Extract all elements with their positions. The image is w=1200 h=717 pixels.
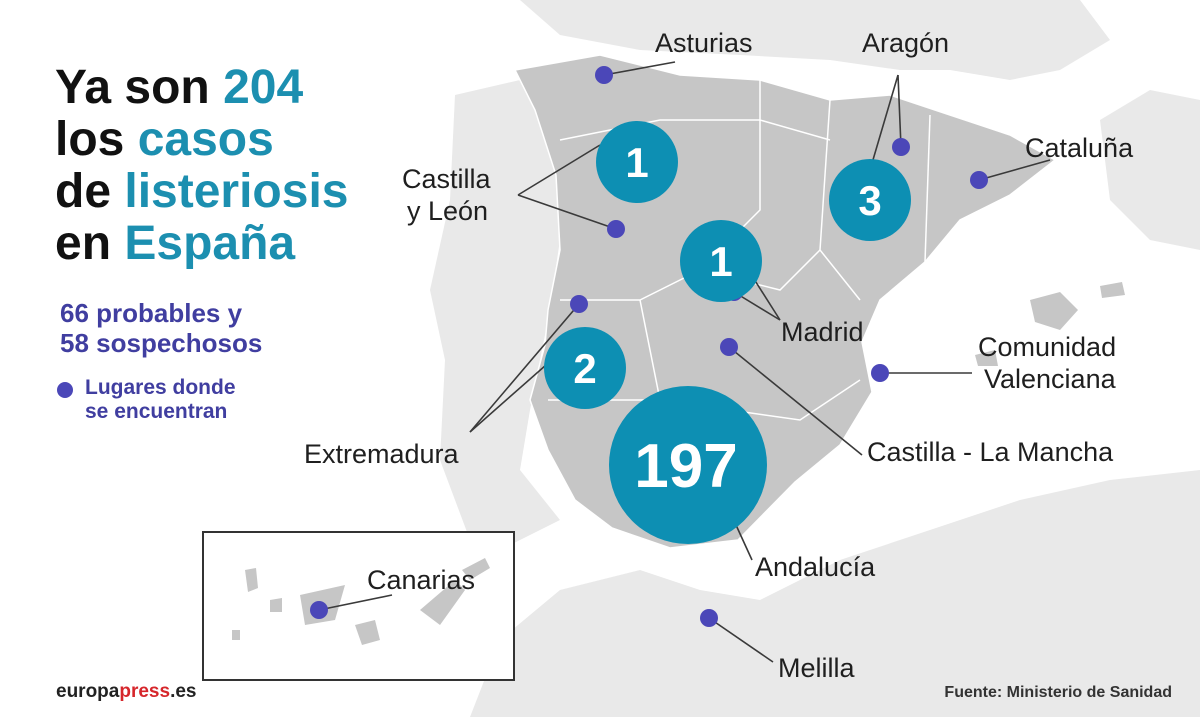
legend-line-2: se encuentran	[85, 400, 228, 423]
spain-peninsula	[513, 54, 1057, 549]
balearic-ibiza	[975, 350, 998, 366]
marker-aragon	[892, 138, 910, 156]
sardinia-land	[1100, 90, 1200, 250]
label-melilla: Melilla	[778, 653, 856, 683]
label-castilla-leon-line2: y León	[407, 196, 488, 226]
bubble-andalucia	[609, 386, 767, 544]
marker-comunidad-valenciana	[871, 364, 889, 382]
case-bubbles: 1 3 1 2 197	[544, 121, 911, 544]
brand-logo: europapress.es	[56, 681, 196, 703]
headline-text: en	[55, 217, 112, 270]
label-castilla-la-mancha: Castilla - La Mancha	[867, 437, 1114, 467]
north-africa-land	[470, 470, 1200, 717]
source-note: Fuente: Ministerio de Sanidad	[944, 684, 1172, 701]
bubble-aragon-value: 3	[858, 177, 881, 224]
label-aragon: Aragón	[862, 28, 949, 58]
bubble-aragon	[829, 159, 911, 241]
legend-label: Lugares donde se encuentran	[85, 376, 236, 424]
bubble-extremadura	[544, 327, 626, 409]
bubble-castilla-leon	[596, 121, 678, 203]
label-comunidad-valenciana-line2: Valenciana	[984, 364, 1117, 394]
label-canarias: Canarias	[367, 565, 475, 595]
marker-castilla-la-mancha	[720, 338, 738, 356]
marker-melilla	[700, 609, 718, 627]
marker-extremadura	[570, 295, 588, 313]
headline: Ya son 204 los casos de listeriosis en E…	[55, 62, 395, 270]
france-land	[520, 0, 1110, 80]
canarias-inset	[202, 531, 515, 681]
balearic-menorca	[1100, 282, 1125, 298]
headline-highlight: casos	[137, 113, 274, 166]
headline-line-4: en España	[55, 218, 395, 270]
headline-text: los	[55, 113, 125, 166]
marker-castilla-leon	[607, 220, 625, 238]
portugal-land	[430, 80, 560, 545]
headline-highlight: listeriosis	[124, 165, 349, 218]
marker-asturias	[595, 66, 613, 84]
bubble-madrid	[680, 220, 762, 302]
headline-line-1: Ya son 204	[55, 62, 395, 114]
subtitle-line-1: 66 probables y	[60, 298, 243, 328]
location-markers	[310, 66, 988, 627]
headline-text: de	[55, 165, 112, 218]
legend: Lugares donde se encuentran	[57, 376, 236, 424]
bubble-andalucia-value: 197	[634, 432, 737, 501]
subtitle-line-2: 58 sospechosos	[60, 328, 263, 358]
marker-canarias	[310, 601, 328, 619]
bubble-extremadura-value: 2	[573, 345, 596, 392]
headline-line-3: de listeriosis	[55, 166, 395, 218]
label-comunidad-valenciana-line1: Comunidad	[978, 332, 1116, 362]
legend-marker-icon	[57, 382, 73, 398]
label-cataluna: Cataluña	[1025, 133, 1134, 163]
label-castilla-leon-line1: Castilla	[402, 164, 492, 194]
label-andalucia: Andalucía	[755, 552, 876, 582]
brand-main: europa	[56, 681, 120, 702]
legend-line-1: Lugares donde	[85, 376, 236, 399]
headline-highlight: España	[124, 217, 296, 270]
marker-cataluna	[970, 171, 988, 189]
headline-total-cases: 204	[223, 61, 304, 114]
headline-line-2: los casos	[55, 114, 395, 166]
label-asturias: Asturias	[655, 28, 753, 58]
subtitle: 66 probables y 58 sospechosos	[60, 298, 262, 358]
bubble-castilla-leon-value: 1	[625, 139, 648, 186]
brand-suffix: .es	[170, 681, 197, 702]
label-extremadura: Extremadura	[304, 439, 460, 469]
headline-text: Ya son	[55, 61, 210, 114]
bubble-madrid-value: 1	[709, 238, 732, 285]
label-madrid: Madrid	[781, 317, 864, 347]
brand-accent: press	[119, 681, 171, 702]
balearic-mallorca	[1030, 292, 1078, 330]
region-labels: Asturias Aragón Cataluña Castilla y León…	[304, 28, 1134, 683]
